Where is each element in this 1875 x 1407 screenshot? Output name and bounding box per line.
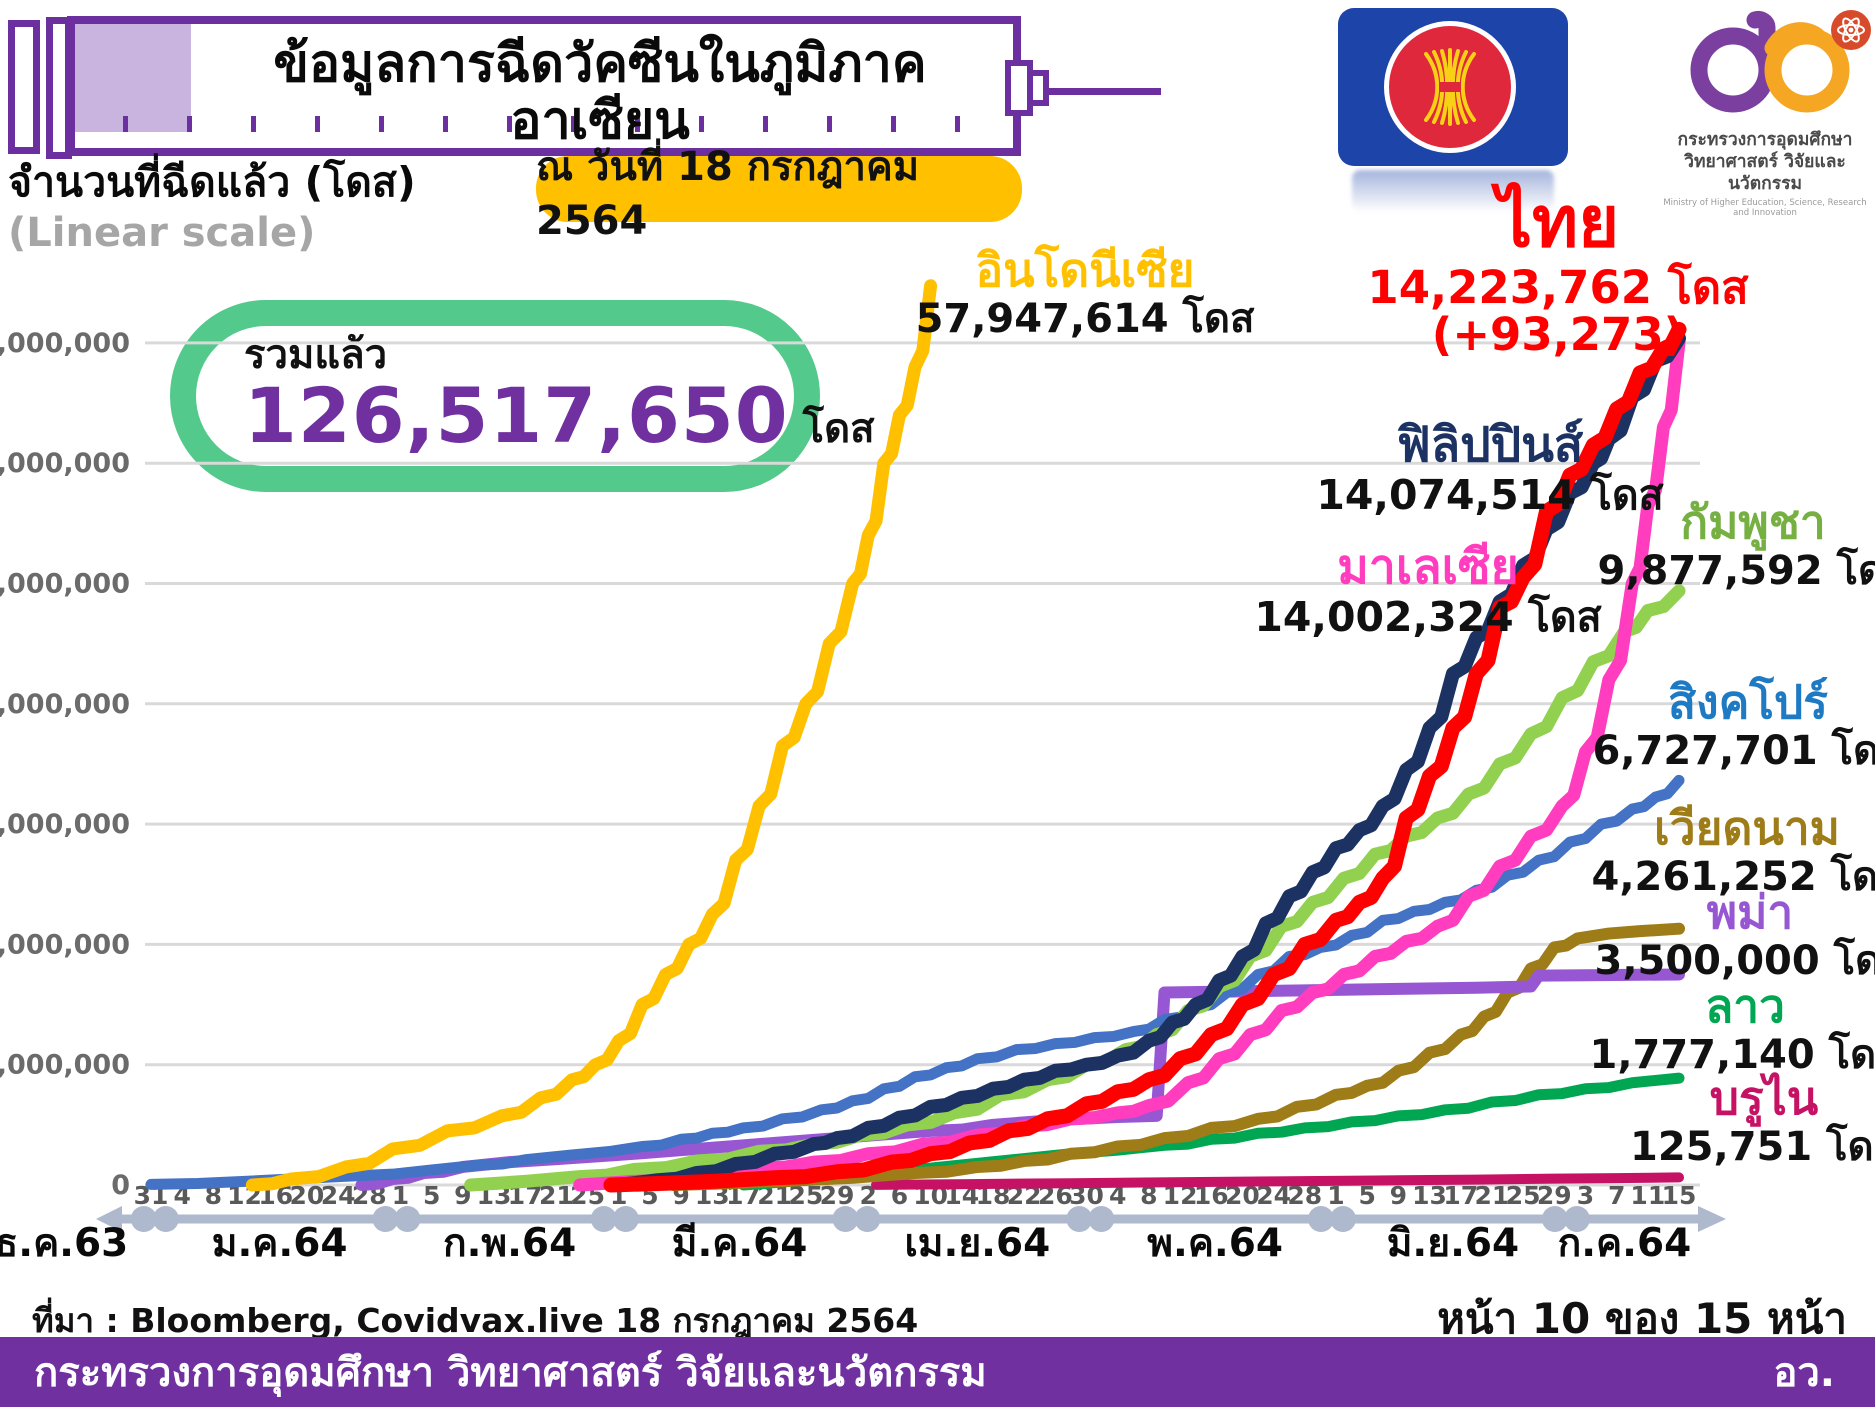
month-boundary-dot (1563, 1206, 1590, 1232)
syringe-tick (443, 116, 448, 132)
syringe-tick (571, 116, 576, 132)
month-label: มี.ค.64 (672, 1221, 808, 1266)
y-tick-label: 0 (111, 1170, 130, 1201)
month-label: ก.พ.64 (443, 1221, 576, 1266)
y-tick-label: 6,000,000 (0, 809, 130, 840)
syringe-tick (251, 116, 256, 132)
y-tick-label: 4,000,000 (0, 929, 130, 960)
footer-bar: กระทรวงการอุดมศึกษา วิทยาศาสตร์ วิจัยและ… (0, 1337, 1875, 1407)
month-boundary-dot (152, 1206, 179, 1232)
total-value: 126,517,650 (244, 371, 789, 460)
month-boundary-dot (1066, 1206, 1093, 1232)
series-line-thailand (603, 321, 1687, 1193)
asean-paddy-icon (1424, 48, 1476, 126)
asean-emblem-circle (1384, 21, 1516, 153)
asean-flag-reflection (1352, 170, 1554, 212)
syringe-tick (827, 116, 832, 132)
footer-ministry-name: กระทรวงการอุดมศึกษา วิทยาศาสตร์ วิจัยและ… (34, 1350, 987, 1396)
month-label: ม.ค.64 (212, 1221, 348, 1266)
series-line-singapore (145, 774, 1685, 1190)
syringe-tick (763, 116, 768, 132)
y-tick-label: 8,000,000 (0, 689, 130, 720)
month-label: มิ.ย.64 (1387, 1221, 1519, 1266)
month-boundary-dot (1307, 1206, 1334, 1232)
total-badge: รวมแล้ว 126,517,650 โดส (170, 300, 875, 492)
page-indicator: หน้า 10 ของ 15 หน้า (1437, 1294, 1847, 1343)
source-citation: ที่มา : Bloomberg, Covidvax.live 18 กรกฎ… (32, 1301, 919, 1340)
month-label: พ.ค.64 (1147, 1221, 1283, 1266)
x-tick-label: 13 (1412, 1181, 1447, 1210)
asean-flag (1338, 8, 1568, 166)
y-tick-label: 2,000,000 (0, 1050, 130, 1081)
ministry-name-line1: กระทรวงการอุดมศึกษา (1677, 130, 1853, 150)
x-tick-label: 5 (423, 1181, 440, 1210)
x-tick-label: 17 (1443, 1181, 1478, 1210)
month-boundary-dot (832, 1206, 859, 1232)
x-tick-label: 1 (1327, 1181, 1344, 1210)
series-line-malaysia (573, 336, 1686, 1192)
x-tick-label: 29 (820, 1181, 855, 1210)
x-tick-label: 25 (1506, 1181, 1541, 1210)
syringe-fill (75, 24, 191, 132)
month-boundary-dot (130, 1206, 157, 1232)
ministry-logo: กระทรวงการอุดมศึกษา วิทยาศาสตร์ วิจัยและ… (1655, 8, 1875, 218)
ministry-name-english: Ministry of Higher Education, Science, R… (1663, 197, 1867, 218)
atom-icon (1831, 10, 1871, 50)
x-tick-label: 8 (1140, 1181, 1157, 1210)
syringe-tick (123, 116, 128, 132)
month-boundary-dot (1329, 1206, 1356, 1232)
syringe-tick (891, 116, 896, 132)
x-tick-label: 5 (1358, 1181, 1375, 1210)
month-boundary-dot (590, 1206, 617, 1232)
syringe-tick (699, 116, 704, 132)
series-line-brunei (871, 1172, 1685, 1190)
month-label: ก.ค.64 (1558, 1221, 1692, 1266)
syringe-tick (315, 116, 320, 132)
x-tick-label: 20 (290, 1181, 325, 1210)
mhesi-logo-icon (1690, 10, 1871, 113)
month-label: ธ.ค.63 (0, 1221, 128, 1266)
y-tick-label: 14,000,000 (0, 328, 130, 359)
x-tick-label: 11 (1630, 1181, 1665, 1210)
syringe-plunger-end (8, 20, 40, 154)
syringe-tick (379, 116, 384, 132)
syringe-tick (187, 116, 192, 132)
x-tick-label: 9 (1390, 1181, 1407, 1210)
y-tick-label: 10,000,000 (0, 569, 130, 600)
month-boundary-dot (1088, 1206, 1115, 1232)
y-axis-title: จำนวนที่ฉีดแล้ว (โดส) (8, 158, 416, 206)
syringe-tick (635, 116, 640, 132)
x-tick-label: 3 (1577, 1181, 1594, 1210)
x-tick-label: 7 (1608, 1181, 1625, 1210)
month-label: เม.ย.64 (904, 1221, 1050, 1266)
y-tick-label: 12,000,000 (0, 448, 130, 479)
syringe-needle (1043, 88, 1161, 95)
month-boundary-dot (394, 1206, 421, 1232)
month-boundary-dot (372, 1206, 399, 1232)
footer-abbreviation: อว. (1773, 1350, 1835, 1396)
x-axis-left-arrow (96, 1206, 122, 1232)
x-axis-right-arrow (1698, 1206, 1726, 1232)
page-title: ข้อมูลการฉีดวัคซีนในภูมิภาคอาเซียน (273, 34, 927, 152)
x-tick-label: 1 (392, 1181, 409, 1210)
month-boundary-dot (854, 1206, 881, 1232)
syringe-tick (507, 116, 512, 132)
y-axis-scale-note: (Linear scale) (8, 210, 316, 256)
total-label: รวมแล้ว (244, 332, 388, 378)
x-tick-label: 29 (1537, 1181, 1572, 1210)
series-line-vietnam (667, 922, 1686, 1191)
x-tick-label: 24 (321, 1181, 356, 1210)
ministry-name-line2: วิทยาศาสตร์ วิจัยและนวัตกรรม (1684, 151, 1846, 194)
series-line-indonesia (245, 279, 938, 1192)
x-tick-label: 21 (1475, 1181, 1510, 1210)
x-tick-label: 15 (1662, 1181, 1697, 1210)
syringe-barrel (67, 16, 1021, 156)
month-boundary-dot (612, 1206, 639, 1232)
total-unit: โดส (802, 406, 875, 452)
month-boundary-dot (1541, 1206, 1568, 1232)
x-tick-label: 4 (1109, 1181, 1126, 1210)
syringe-tick (955, 116, 960, 132)
